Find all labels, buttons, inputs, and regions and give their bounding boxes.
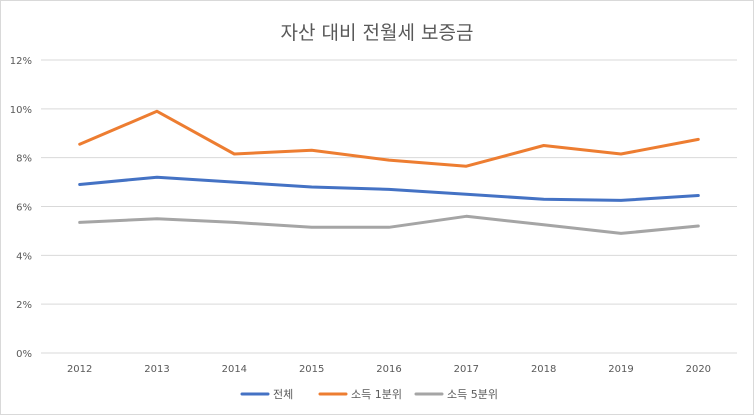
series-line [78, 109, 700, 168]
x-tick-label: 2015 [299, 364, 324, 375]
y-tick-label: 12% [10, 56, 32, 67]
legend: 전체 소득 1분위 소득 5분위 [240, 388, 498, 401]
y-tick-label: 8% [16, 154, 32, 165]
series-line [78, 214, 700, 235]
x-tick-label: 2017 [454, 364, 479, 375]
x-tick-label: 2014 [222, 364, 247, 375]
y-tick-label: 10% [10, 105, 32, 116]
x-axis-ticks: 2012 2013 2014 2015 2016 2017 2018 2019 2020 [67, 364, 711, 375]
y-axis-ticks: 0% 2% 4% 6% 8% 10% 12% [10, 56, 32, 360]
y-tick-label: 4% [16, 251, 32, 262]
y-tick-label: 2% [16, 300, 32, 311]
y-tick-label: 6% [16, 203, 32, 214]
grid-lines [41, 59, 737, 354]
x-tick-label: 2018 [531, 364, 556, 375]
x-tick-label: 2016 [376, 364, 401, 375]
x-tick-label: 2020 [686, 364, 711, 375]
legend-label: 소득 1분위 [351, 388, 402, 401]
x-tick-label: 2013 [144, 364, 169, 375]
y-tick-label: 0% [16, 349, 32, 360]
x-tick-label: 2019 [608, 364, 633, 375]
series-line [78, 175, 700, 202]
legend-label: 전체 [273, 388, 293, 401]
series-lines [78, 109, 700, 235]
legend-label: 소득 5분위 [447, 388, 498, 401]
chart-title: 자산 대비 전월세 보증금 [281, 22, 474, 44]
x-tick-label: 2012 [67, 364, 92, 375]
